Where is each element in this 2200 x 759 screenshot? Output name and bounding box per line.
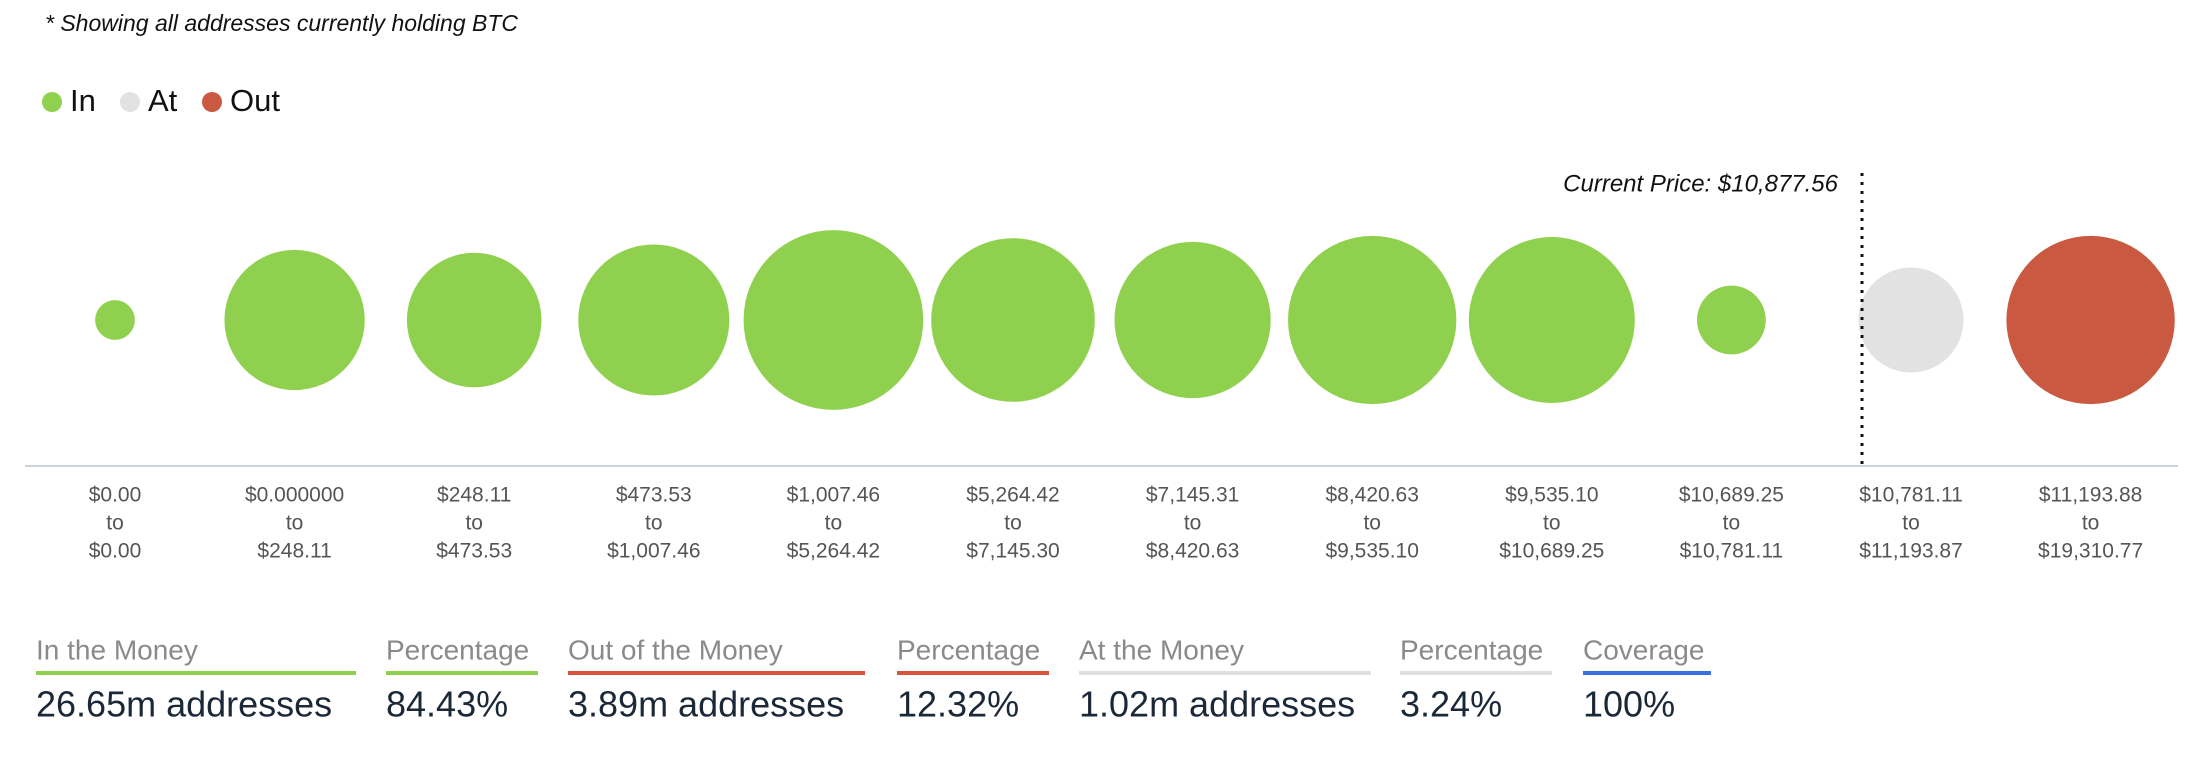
summary-label: At the Money: [1079, 634, 1244, 665]
summary-underline: [568, 671, 865, 675]
x-tick-label: $5,264.42: [966, 484, 1059, 507]
summary-underline: [1400, 671, 1552, 675]
summary-underline: [897, 671, 1049, 675]
bubble: [1858, 267, 1964, 373]
summary-value: 1.02m addresses: [1079, 684, 1355, 725]
legend-marker: [120, 92, 140, 112]
x-tick-label: to: [286, 512, 304, 535]
x-tick-label: $0.00: [89, 484, 142, 507]
legend-label: Out: [230, 83, 280, 118]
summary-value: 84.43%: [386, 684, 508, 725]
summary-underline: [1079, 671, 1371, 675]
legend-marker: [42, 92, 62, 112]
x-tick-label: to: [465, 512, 483, 535]
x-tick-label: $10,781.11: [1859, 484, 1963, 507]
x-tick-label: $7,145.31: [1146, 484, 1239, 507]
summary-label: Percentage: [386, 634, 529, 665]
bubble: [1288, 235, 1457, 405]
bubble: [743, 230, 924, 410]
x-tick-label: $10,689.25: [1499, 540, 1604, 563]
x-tick-label: $248.11: [437, 484, 511, 507]
x-tick-label: to: [2082, 512, 2100, 535]
legend-label: At: [148, 83, 178, 118]
x-tick-label: $5,264.42: [787, 540, 880, 563]
summary-label: In the Money: [36, 634, 198, 665]
x-tick-label: to: [1004, 512, 1022, 535]
legend-label: In: [70, 83, 96, 118]
summary-value: 3.24%: [1400, 684, 1502, 725]
bubble: [2006, 235, 2175, 405]
bubble: [1468, 236, 1635, 404]
x-tick-label: $0.00: [89, 540, 142, 563]
x-tick-label: $11,193.87: [1859, 540, 1963, 563]
bubble: [578, 244, 730, 396]
summary-value: 26.65m addresses: [36, 684, 332, 725]
x-tick-label: to: [1902, 512, 1920, 535]
x-tick-label: to: [1363, 512, 1381, 535]
annotation: Current Price: $10,877.56: [1563, 170, 1838, 197]
x-tick-label: $10,781.11: [1680, 540, 1784, 563]
x-tick-label: $10,689.25: [1679, 484, 1784, 507]
x-tick-label: $7,145.30: [966, 540, 1059, 563]
summary-label: Percentage: [897, 634, 1040, 665]
x-tick-label: $1,007.46: [607, 540, 700, 563]
x-tick-label: to: [106, 512, 124, 535]
summary-label: Coverage: [1583, 634, 1704, 665]
x-tick-label: $473.53: [436, 540, 512, 563]
bubble: [931, 238, 1095, 402]
summary-value: 3.89m addresses: [568, 684, 844, 725]
x-tick-label: $473.53: [616, 484, 692, 507]
x-tick-label: $248.11: [257, 540, 331, 563]
bubble: [1697, 285, 1766, 355]
summary-value: 12.32%: [897, 684, 1019, 725]
summary-label: Percentage: [1400, 634, 1543, 665]
x-tick-label: $19,310.77: [2038, 540, 2143, 563]
bubble: [1114, 241, 1271, 399]
x-tick-label: $9,535.10: [1505, 484, 1598, 507]
x-tick-label: $9,535.10: [1325, 540, 1418, 563]
x-tick-label: $8,420.63: [1146, 540, 1239, 563]
x-tick-label: $1,007.46: [787, 484, 880, 507]
summary-underline: [1583, 671, 1711, 675]
note: * Showing all addresses currently holdin…: [45, 10, 518, 36]
bubble: [406, 252, 542, 388]
summary-value: 100%: [1583, 684, 1675, 725]
x-tick-label: $8,420.63: [1325, 484, 1418, 507]
x-tick-label: to: [825, 512, 843, 535]
legend-marker: [202, 92, 222, 112]
bubble: [224, 249, 365, 391]
bubble: [95, 300, 135, 340]
summary-underline: [386, 671, 538, 675]
x-tick-label: $0.000000: [245, 484, 344, 507]
summary-underline: [36, 671, 356, 675]
x-tick-label: to: [1184, 512, 1202, 535]
x-tick-label: to: [645, 512, 663, 535]
x-tick-label: to: [1543, 512, 1561, 535]
summary-label: Out of the Money: [568, 634, 783, 665]
x-tick-label: $11,193.88: [2039, 484, 2143, 507]
x-tick-label: to: [1723, 512, 1741, 535]
